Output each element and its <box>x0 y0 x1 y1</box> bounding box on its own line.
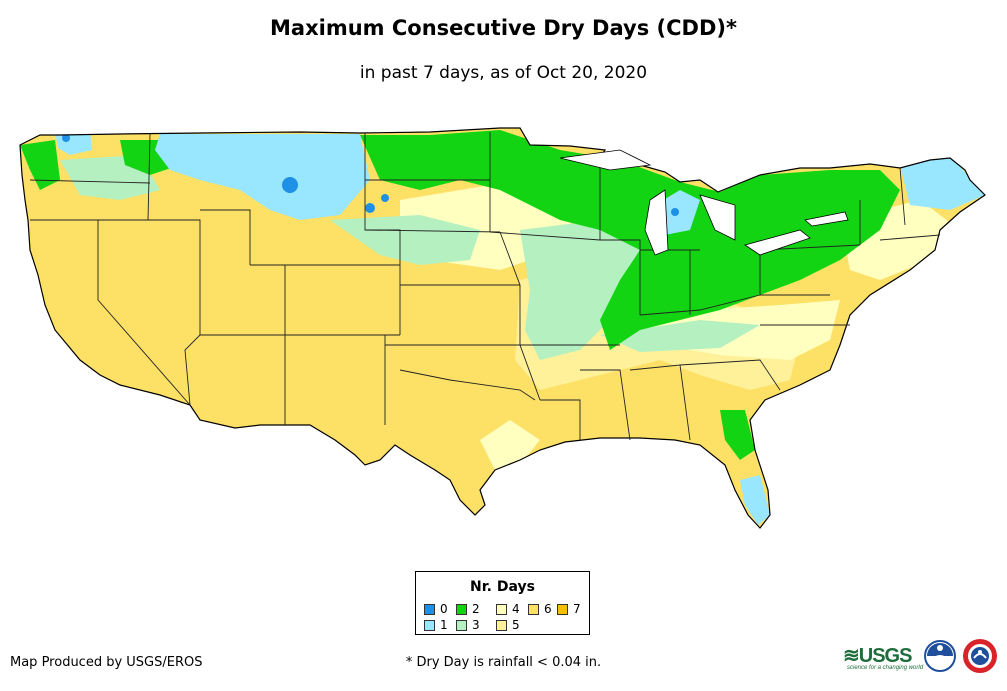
legend-swatch <box>424 603 435 615</box>
legend-label: 5 <box>512 618 520 632</box>
legend-label: 6 <box>544 602 552 616</box>
nws-logo-icon <box>963 639 997 673</box>
legend-swatch <box>456 603 467 615</box>
map-legend: Nr. Days 0 2 4 6 7 1 3 5 <box>415 571 590 635</box>
legend-item: 4 <box>496 602 520 616</box>
map-title: Maximum Consecutive Dry Days (CDD)* <box>270 16 737 40</box>
legend-label: 7 <box>573 602 581 616</box>
legend-swatch <box>528 603 539 615</box>
usgs-logo: ≋USGS science for a changing world <box>843 643 923 671</box>
legend-label: 0 <box>440 602 448 616</box>
legend-item: 6 <box>528 602 552 616</box>
legend-swatch <box>456 619 467 631</box>
us-dry-days-map <box>19 127 986 529</box>
legend-item: 5 <box>496 618 520 632</box>
legend-label: 3 <box>472 618 480 632</box>
legend-label: 1 <box>440 618 448 632</box>
legend-item: 2 <box>456 602 480 616</box>
map-subtitle: in past 7 days, as of Oct 20, 2020 <box>359 63 648 83</box>
legend-swatch <box>496 603 507 615</box>
legend-item: 1 <box>424 618 448 632</box>
legend-label: 2 <box>472 602 480 616</box>
footnote: * Dry Day is rainfall < 0.04 in. <box>405 655 602 670</box>
legend-title: Nr. Days <box>470 579 535 595</box>
legend-swatch <box>557 603 568 615</box>
legend-item: 3 <box>456 618 480 632</box>
legend-swatch <box>496 619 507 631</box>
legend-label: 4 <box>512 602 520 616</box>
map-credit: Map Produced by USGS/EROS <box>10 655 203 670</box>
great-lakes <box>559 149 849 256</box>
legend-swatch <box>424 619 435 631</box>
legend-item: 0 <box>424 602 448 616</box>
legend-item: 7 <box>557 602 581 616</box>
noaa-logo-icon <box>924 640 956 672</box>
usgs-wordmark: ≋USGS <box>843 645 912 667</box>
usgs-tagline: science for a changing world <box>847 665 924 671</box>
